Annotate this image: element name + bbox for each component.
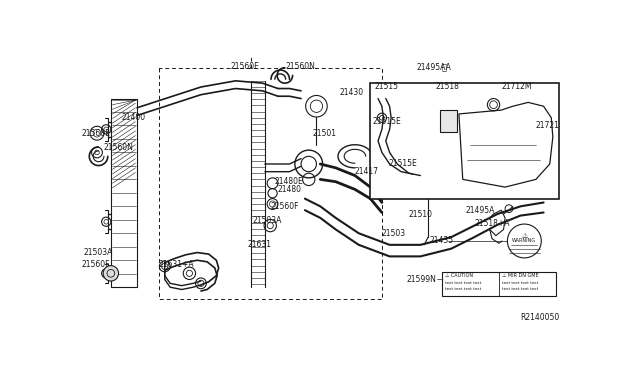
Bar <box>440 110 458 132</box>
Bar <box>442 272 556 296</box>
Text: text text text text: text text text text <box>502 281 538 285</box>
Text: ⚠: ⚠ <box>521 232 527 238</box>
Text: 21518+A: 21518+A <box>474 219 510 228</box>
Text: 21599N: 21599N <box>406 275 436 284</box>
Text: 21501: 21501 <box>312 129 337 138</box>
Circle shape <box>103 266 118 281</box>
Text: 21560E: 21560E <box>230 62 259 71</box>
Text: 21631+A: 21631+A <box>159 260 194 269</box>
Text: 21417: 21417 <box>355 167 379 176</box>
Text: 21503A: 21503A <box>83 248 113 257</box>
Text: 21400: 21400 <box>122 113 146 122</box>
Text: 21515: 21515 <box>374 83 398 92</box>
Text: 🔌: 🔌 <box>442 63 447 72</box>
Text: R2140050: R2140050 <box>520 314 560 323</box>
Text: 21495A: 21495A <box>465 206 495 215</box>
Text: 21560E: 21560E <box>82 129 111 138</box>
Text: 21435: 21435 <box>429 237 454 246</box>
Text: 21560F: 21560F <box>270 202 299 211</box>
Text: 21503A: 21503A <box>253 216 282 225</box>
Text: 21495AA: 21495AA <box>417 63 451 72</box>
Text: ⚠ MIR DN GME: ⚠ MIR DN GME <box>502 273 539 278</box>
Text: text text text text: text text text text <box>445 281 481 285</box>
Text: 21631: 21631 <box>247 240 271 249</box>
Text: 21480: 21480 <box>277 185 301 194</box>
Text: text text text text: text text text text <box>502 287 538 291</box>
Text: 21515E: 21515E <box>372 117 401 126</box>
Text: 21430: 21430 <box>340 88 364 97</box>
Text: 21510: 21510 <box>409 209 433 218</box>
Text: 21560N: 21560N <box>285 62 316 71</box>
Text: text text text text: text text text text <box>445 287 481 291</box>
Bar <box>371 83 559 199</box>
Text: 21712M: 21712M <box>501 83 532 92</box>
Text: WARNING: WARNING <box>512 238 536 244</box>
Text: 21560F: 21560F <box>82 260 110 269</box>
Text: 21480E: 21480E <box>275 177 303 186</box>
Text: 21518: 21518 <box>436 83 460 92</box>
Text: 21515E: 21515E <box>388 160 417 169</box>
Circle shape <box>508 224 541 258</box>
Text: ⚠ CAUTION: ⚠ CAUTION <box>445 273 473 278</box>
Text: 21503: 21503 <box>382 229 406 238</box>
Text: 21560N: 21560N <box>103 142 133 151</box>
Text: 21721: 21721 <box>536 121 560 130</box>
